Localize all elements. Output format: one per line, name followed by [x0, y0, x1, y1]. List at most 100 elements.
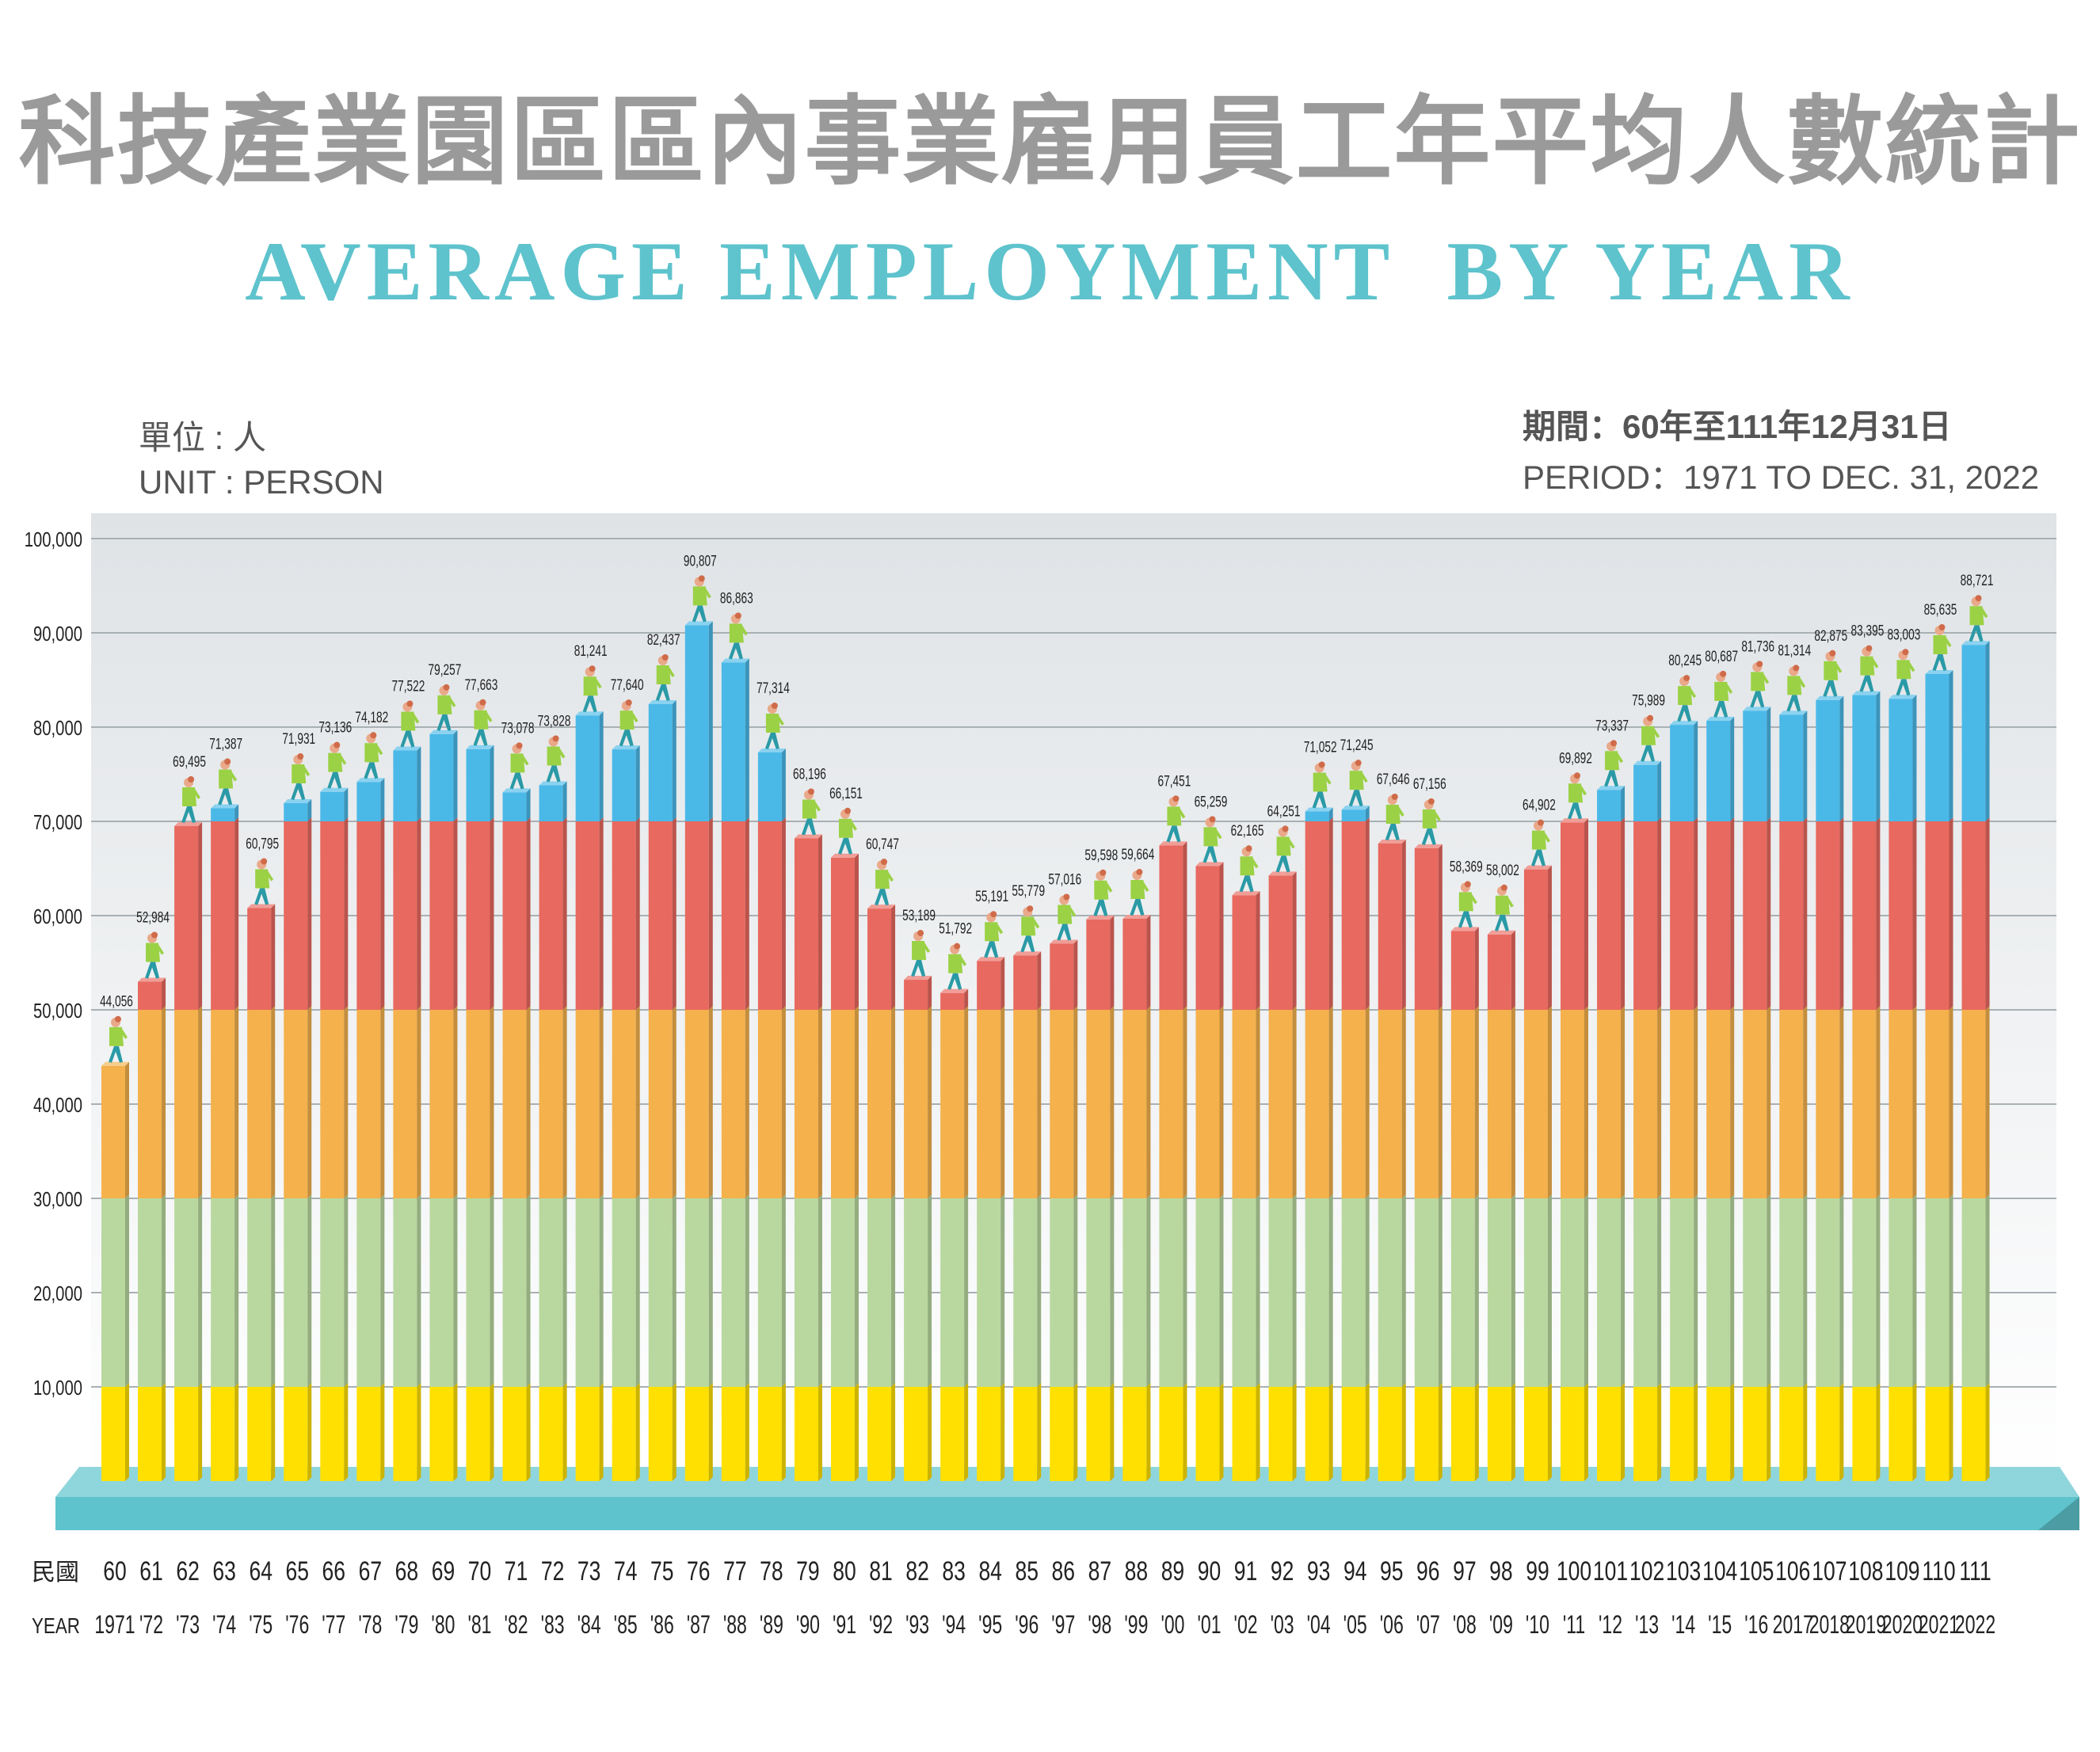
bar-segment	[831, 1387, 855, 1481]
climber-figure-icon	[1568, 772, 1587, 820]
bar-segment-side	[1401, 1383, 1406, 1481]
climber-figure-icon	[1202, 816, 1222, 863]
bar-segment	[1050, 1010, 1074, 1198]
bar-top-face	[1050, 939, 1078, 944]
bar-top-face	[1706, 716, 1735, 721]
bar-segment	[1450, 1198, 1475, 1387]
bar-segment	[1523, 1010, 1548, 1198]
bar-segment-side	[1037, 951, 1042, 1010]
bar-segment	[502, 1198, 527, 1387]
x-tick-roc-year: 107	[1812, 1556, 1847, 1586]
bar-top-face	[575, 711, 604, 716]
y-tick-label: 20,000	[33, 1282, 82, 1305]
bar-segment-side	[198, 1194, 203, 1387]
bar-segment	[1925, 1387, 1949, 1481]
x-tick-roc-year: 105	[1739, 1556, 1774, 1586]
bar-segment-side	[635, 1194, 640, 1387]
bar-segment-side	[1219, 862, 1224, 1010]
bar-top-face	[211, 804, 239, 809]
climber-figure-icon	[1786, 665, 1806, 712]
bar-segment-side	[1219, 1006, 1224, 1198]
bar-segment	[1670, 1198, 1694, 1387]
bar-segment	[502, 1010, 527, 1198]
bar-segment-side	[1146, 1194, 1151, 1387]
bar-segment	[101, 1065, 125, 1198]
x-tick-roc-year: 70	[468, 1556, 492, 1586]
bar-top-face	[1816, 695, 1844, 700]
bar-segment	[1050, 1198, 1074, 1387]
bar-segment	[1414, 1198, 1439, 1387]
x-tick-roc-year: 96	[1416, 1556, 1440, 1586]
bar-segment-side	[1000, 1194, 1005, 1387]
bar-segment-side	[891, 905, 896, 1010]
x-tick-year: '77	[322, 1610, 345, 1639]
bar-segment	[1487, 934, 1511, 1010]
x-tick-year: 2020	[1882, 1610, 1923, 1639]
data-label: 44,056	[100, 993, 133, 1011]
x-tick-roc-year: 75	[650, 1556, 674, 1586]
climber-figure-icon	[1604, 740, 1624, 787]
bar-segment-side	[562, 1383, 567, 1481]
bar-segment-side	[380, 1194, 385, 1387]
climber-figure-icon	[1057, 893, 1077, 941]
bar-segment-side	[708, 1383, 713, 1481]
bar-segment-side	[928, 1006, 932, 1198]
bar-segment	[393, 821, 417, 1010]
bar-segment-side	[125, 1194, 129, 1387]
bar-segment	[1086, 919, 1111, 1010]
bar-segment-side	[1365, 1194, 1370, 1387]
bar-segment	[831, 1010, 855, 1198]
bar-segment	[211, 821, 235, 1010]
data-label: 58,369	[1450, 858, 1483, 875]
bar-segment	[1706, 1387, 1731, 1481]
bar-segment-side	[1401, 840, 1406, 1010]
bar-segment	[284, 1010, 308, 1198]
bar-segment-side	[1839, 1006, 1844, 1198]
bar-segment	[1597, 821, 1622, 1010]
x-tick-roc-year: 86	[1052, 1556, 1076, 1586]
bar-segment	[211, 808, 235, 821]
bar-segment	[174, 826, 199, 1010]
bar-segment-side	[635, 745, 640, 821]
bar-segment-side	[1146, 914, 1151, 1010]
x-tick-roc-year: 100	[1557, 1556, 1591, 1586]
data-label: 62,165	[1231, 822, 1264, 840]
bar-top-face	[1852, 691, 1881, 695]
data-label: 88,721	[1961, 572, 1994, 589]
x-tick-roc-year: 111	[1959, 1556, 1991, 1586]
bar-segment	[940, 992, 965, 1010]
bar-segment-side	[1219, 1194, 1224, 1387]
bar-segment-side	[380, 1006, 385, 1198]
bar-segment	[284, 821, 308, 1010]
bar-segment-side	[344, 787, 349, 821]
bar-segment	[794, 1010, 818, 1198]
data-label: 71,245	[1340, 737, 1374, 754]
data-label: 73,078	[501, 719, 535, 737]
bar-segment	[1378, 844, 1402, 1010]
data-label: 80,687	[1705, 648, 1738, 665]
bar-segment-side	[1073, 1006, 1078, 1198]
bar-segment	[1232, 895, 1256, 1010]
bar-segment	[466, 821, 490, 1010]
x-tick-year: '13	[1635, 1610, 1659, 1639]
bar-top-face	[284, 799, 312, 804]
bar-segment-side	[1767, 1194, 1771, 1387]
bar-segment-side	[271, 1006, 276, 1198]
climber-figure-icon	[291, 753, 311, 801]
x-tick-year: '96	[1015, 1610, 1039, 1639]
data-label: 73,828	[538, 712, 571, 729]
bar-segment	[867, 1010, 892, 1198]
data-label: 85,635	[1924, 601, 1957, 619]
bar-top-face	[101, 1061, 129, 1066]
bar-segment	[794, 838, 818, 1010]
bar-top-face	[1523, 865, 1552, 870]
bar-segment	[612, 1387, 636, 1481]
climber-figure-icon	[1385, 794, 1404, 841]
bar-segment	[138, 981, 162, 1010]
bar-segment-side	[490, 817, 494, 1010]
x-tick-year: 2017	[1773, 1610, 1813, 1639]
bar-top-face	[356, 778, 385, 783]
bar-segment-side	[1803, 1006, 1808, 1198]
bar-segment-side	[891, 1383, 896, 1481]
bar-segment-side	[1767, 707, 1771, 821]
